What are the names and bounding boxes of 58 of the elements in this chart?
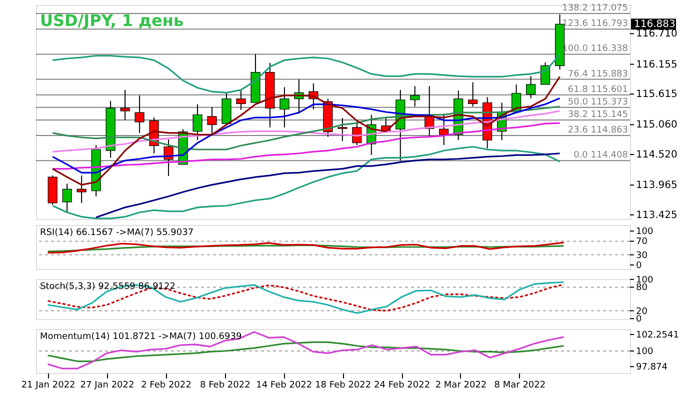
x-tick-label: 2 Feb 2022	[141, 380, 192, 390]
candlestick	[76, 174, 86, 204]
candlestick	[468, 82, 478, 107]
ref-line-label: 38.2 115.145	[568, 110, 628, 120]
line-series	[46, 244, 564, 252]
x-tick-label: 21 Jan 2022	[21, 380, 76, 390]
x-tick-label: 8 Feb 2022	[200, 380, 250, 390]
candlestick	[338, 118, 348, 142]
line-series	[52, 76, 561, 186]
candlestick	[62, 183, 72, 214]
chart-title: USD/JPY, 1 день	[40, 11, 184, 30]
chart-title: RSI(14) 66.1567 ->MA(7) 55.9037	[40, 228, 194, 238]
y-tick-label: 100	[636, 227, 654, 238]
y-tick-label: 116.710	[636, 28, 678, 40]
candlestick	[120, 89, 130, 121]
candlestick	[192, 104, 202, 141]
candlestick	[134, 94, 144, 134]
y-tick-label: 116.155	[636, 59, 678, 70]
x-tick-label: 24 Feb 2022	[374, 380, 430, 390]
candlestick	[207, 106, 217, 136]
ref-line-label: 0.0 114.408	[574, 150, 628, 161]
ref-line-label: 138.2 117.075	[562, 4, 628, 14]
candlestick	[280, 86, 290, 128]
x-tick-label: 27 Jan 2022	[80, 380, 134, 390]
ref-line-label: 76.4 115.883	[568, 69, 628, 80]
y-tick-label: 102.2541	[636, 330, 679, 340]
candlestick	[164, 139, 174, 176]
y-tick-label: 113.965	[636, 180, 678, 192]
y-tick-label: 114.520	[636, 149, 678, 160]
x-tick-label: 14 Feb 2022	[256, 380, 312, 390]
y-tick-label: 0	[636, 314, 642, 325]
ref-line-label: 61.8 115.601	[568, 84, 628, 95]
x-tick-label: 18 Feb 2022	[315, 380, 372, 390]
y-tick-label: 80	[636, 283, 648, 294]
x-tick-label: 2 Mar 2022	[435, 380, 487, 390]
line-series	[95, 152, 561, 218]
candlestick	[439, 113, 449, 146]
candlestick	[236, 90, 246, 110]
line-series	[46, 341, 564, 362]
ref-line-label: 23.6 114.863	[568, 126, 628, 136]
ref-line-label: 50.0 115.373	[568, 97, 628, 108]
y-tick-label: 115.060	[636, 120, 678, 131]
chart-title: Momentum(14) 101.8721 ->MA(7) 100.6939	[40, 332, 242, 342]
candlestick	[410, 86, 420, 107]
ref-line-label: 123.6 116.793	[562, 19, 628, 30]
line-series	[52, 146, 561, 220]
y-tick-label: 0	[636, 260, 642, 271]
candlestick	[526, 76, 536, 99]
line-series	[52, 54, 561, 94]
y-tick-label: 100	[636, 347, 654, 357]
y-tick-label: 115.615	[636, 89, 678, 100]
y-tick-label: 70	[636, 237, 648, 248]
line-series	[46, 242, 564, 254]
y-tick-label: 113.425	[636, 210, 678, 221]
y-tick-label: 30	[636, 250, 648, 261]
x-tick-label: 8 Mar 2022	[494, 380, 546, 390]
y-tick-label: 97.874	[636, 362, 668, 373]
text: 116.883	[634, 19, 676, 30]
